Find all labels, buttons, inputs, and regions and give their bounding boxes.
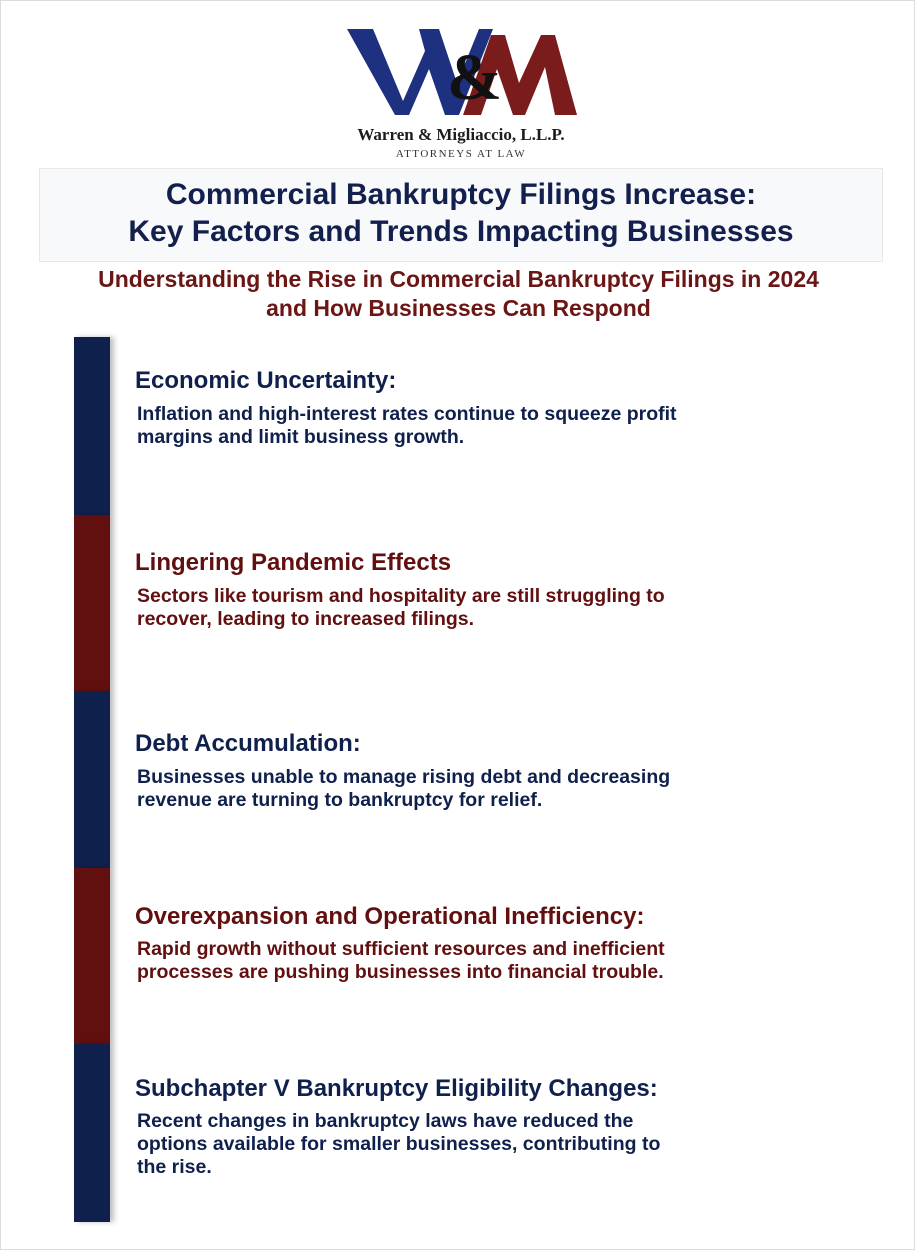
factor-description-line: Inflation and high-interest rates contin… [137,403,677,425]
timeline-bar-segment-3 [74,691,110,868]
firm-tagline: ATTORNEYS AT LAW [395,148,527,160]
subtitle-line-2: and How Businesses Can Respond [266,295,651,321]
page-subtitle: Understanding the Rise in Commercial Ban… [31,265,886,323]
factor-description-line: Recent changes in bankruptcy laws have r… [137,1110,634,1132]
factor-description: Businesses unable to manage rising debt … [137,766,827,812]
subtitle-line-1: Understanding the Rise in Commercial Ban… [98,266,819,292]
factor-description-line: options available for smaller businesses… [137,1133,661,1155]
title-box: Commercial Bankruptcy Filings Increase: … [39,168,883,262]
factor-heading: Subchapter V Bankruptcy Eligibility Chan… [135,1075,658,1102]
wm-monogram-logo: & [347,29,577,115]
factor-description: Inflation and high-interest rates contin… [137,403,827,449]
logo-letter-m [463,35,577,115]
factor-heading: Overexpansion and Operational Inefficien… [135,903,645,930]
factor-description-line: processes are pushing businesses into fi… [137,961,664,983]
factor-description: Sectors like tourism and hospitality are… [137,585,827,631]
timeline-bar-segment-5 [74,1044,110,1222]
firm-name: Warren & Migliaccio, L.L.P. [357,125,565,144]
factor-description-line: Sectors like tourism and hospitality are… [137,585,665,607]
timeline-bar-segment-1 [74,337,110,515]
timeline-bar-segment-2 [74,515,110,691]
page-title-line-2: Key Factors and Trends Impacting Busines… [128,215,794,248]
factor-heading: Economic Uncertainty: [135,367,397,394]
page-title-line-1: Commercial Bankruptcy Filings Increase: [165,178,757,211]
factor-description: Recent changes in bankruptcy laws have r… [137,1110,827,1179]
factor-heading: Lingering Pandemic Effects [135,549,452,576]
factor-description: Rapid growth without sufficient resource… [137,938,827,984]
factor-description-line: the rise. [137,1156,212,1178]
factor-description-line: margins and limit business growth. [137,426,465,448]
firm-logo: & Warren & Migliaccio, L.L.P. ATTORNEYS … [301,21,621,166]
timeline-bar-segment-4 [74,868,110,1044]
logo-letter-w [347,29,493,115]
factor-heading: Debt Accumulation: [135,730,361,757]
factor-description-line: recover, leading to increased filings. [137,608,475,630]
factor-description-line: Rapid growth without sufficient resource… [137,938,665,960]
factor-description-line: Businesses unable to manage rising debt … [137,766,671,788]
logo-ampersand: & [447,41,502,114]
factor-description-line: revenue are turning to bankruptcy for re… [137,789,543,811]
